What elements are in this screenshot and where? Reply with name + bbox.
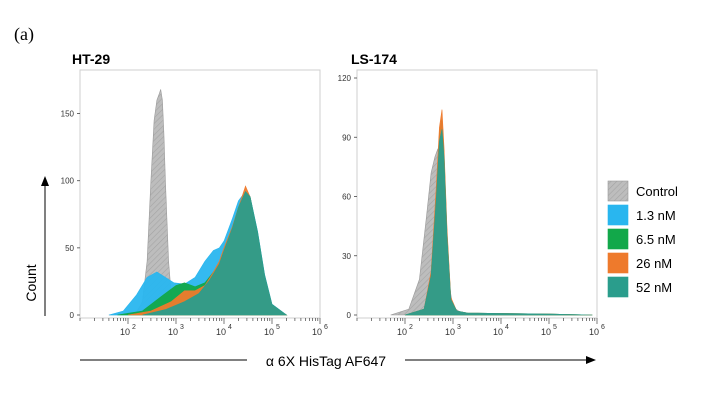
plot-frame-ht29	[79, 69, 321, 319]
y-tick-label: 150	[61, 110, 75, 119]
y-tick-label: 0	[347, 311, 352, 320]
x-tick-label: 10	[493, 327, 503, 337]
panel-label: (a)	[14, 24, 34, 45]
ls174-y-ticks: 0 30 60 90 120	[338, 74, 357, 320]
y-tick-label: 50	[65, 244, 74, 253]
x-tick-exponent: 2	[409, 324, 413, 331]
legend-label: 26 nM	[636, 256, 672, 271]
x-tick-label: 10	[264, 327, 274, 337]
x-tick-exponent: 3	[180, 324, 184, 331]
y-tick-label: 120	[338, 74, 352, 83]
x-tick-label: 10	[120, 327, 130, 337]
ls174-histograms	[390, 109, 593, 316]
x-tick-exponent: 6	[601, 324, 605, 331]
histogram-area-52-nm	[142, 190, 288, 316]
ht29-histograms	[108, 89, 288, 316]
y-tick-label: 0	[70, 311, 75, 320]
x-tick-label: 10	[589, 327, 599, 337]
y-axis-arrowhead	[41, 176, 49, 186]
y-axis-label: Count	[23, 264, 39, 301]
x-axis-arrowhead	[586, 356, 596, 364]
legend-swatch	[607, 228, 629, 250]
legend-label: 52 nM	[636, 280, 672, 295]
x-tick-exponent: 4	[228, 324, 232, 331]
x-tick-exponent: 2	[132, 324, 136, 331]
x-tick-label: 10	[216, 327, 226, 337]
ls174-x-ticks: 10 2 10 3 10 4 10 5 10 6	[356, 318, 605, 337]
x-tick-label: 10	[168, 327, 178, 337]
x-tick-exponent: 5	[276, 324, 280, 331]
legend-swatch	[607, 252, 629, 274]
y-tick-label: 90	[342, 133, 351, 142]
legend-label: 6.5 nM	[636, 232, 676, 247]
histogram-area-52-nm	[404, 129, 593, 316]
legend-label: 1.3 nM	[636, 208, 676, 223]
ht29-y-ticks: 0 50 100 150	[61, 110, 80, 320]
x-tick-exponent: 5	[553, 324, 557, 331]
y-tick-label: 60	[342, 193, 351, 202]
legend-swatch	[607, 204, 629, 226]
y-axis-label-group: Count	[23, 176, 49, 316]
y-tick-label: 100	[61, 177, 75, 186]
x-axis-label: α 6X HisTag AF647	[266, 353, 386, 369]
y-tick-label: 30	[342, 252, 351, 261]
x-axis-label-group: α 6X HisTag AF647	[80, 353, 596, 369]
legend-label: Control	[636, 184, 678, 199]
panel-title-ht29: HT-29	[72, 51, 110, 67]
x-tick-label: 10	[541, 327, 551, 337]
legend: Control 1.3 nM 6.5 nM 26 nM 52 nM	[607, 180, 678, 298]
x-tick-label: 10	[445, 327, 455, 337]
legend-swatch	[607, 180, 629, 202]
histogram-area-control	[390, 148, 583, 316]
x-tick-exponent: 3	[457, 324, 461, 331]
plot-frame-ls174	[356, 69, 598, 319]
legend-swatch	[607, 276, 629, 298]
x-tick-label: 10	[312, 327, 322, 337]
x-tick-exponent: 6	[324, 324, 328, 331]
x-tick-exponent: 4	[505, 324, 509, 331]
x-tick-label: 10	[397, 327, 407, 337]
panel-title-ls174: LS-174	[351, 51, 397, 67]
ht29-x-ticks: 10 2 10 3 10 4 10 5 10 6	[79, 318, 328, 337]
